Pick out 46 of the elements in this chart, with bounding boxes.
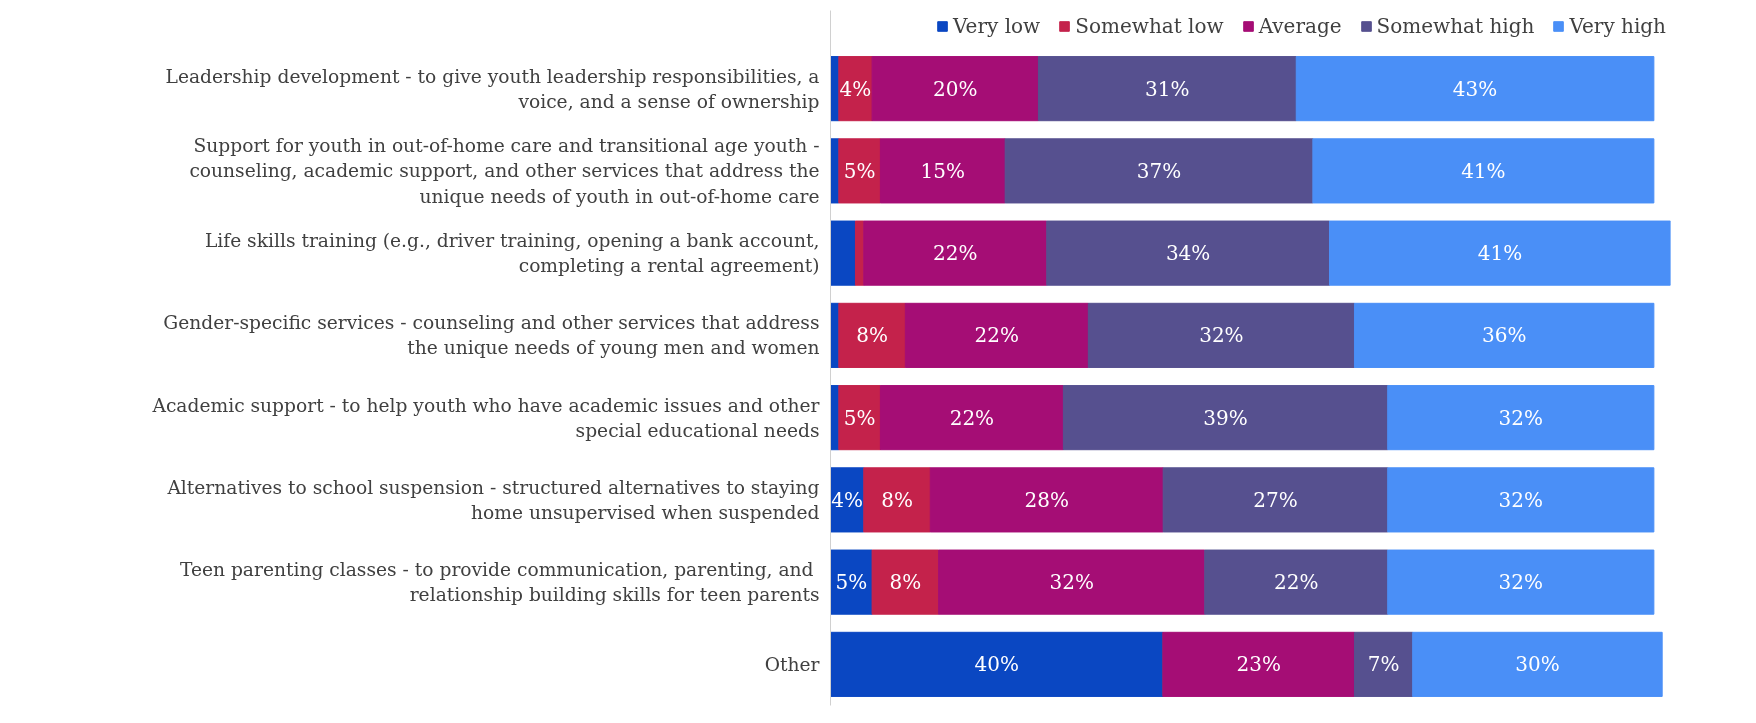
y-tick-label: Leadership development - to give youth leadership responsibilities, a voice, and a sense of ownership <box>165 65 820 112</box>
data-label: 32% <box>1498 570 1544 595</box>
data-label: 32% <box>1049 570 1094 595</box>
y-tick-label: Life skills training (e.g., driver training, opening a bank account, completing a rental agreement) <box>204 230 820 277</box>
legend-label: Somewhat low <box>1075 14 1224 38</box>
data-label: 39% <box>1203 405 1248 430</box>
y-tick-label: Other <box>764 653 820 675</box>
legend-label: Average <box>1258 14 1342 38</box>
y-tick-label: Teen parenting classes - to provide communication, parenting, and relationship building skills for teen parents <box>179 559 820 606</box>
data-label: 22% <box>933 241 978 266</box>
data-label: 41% <box>1461 158 1506 183</box>
data-label: 22% <box>949 405 995 430</box>
data-label: 40% <box>974 652 1020 677</box>
data-label: 37% <box>1136 158 1182 183</box>
data-label: 31% <box>1145 76 1190 101</box>
y-tick-label: Gender-specific services - counseling and other services that address the unique needs of young men and women <box>163 312 820 359</box>
data-label: 36% <box>1481 323 1527 348</box>
y-tick-label: Academic support - to help youth who have academic issues and other special educational needs <box>151 394 820 441</box>
data-label: 8% <box>889 570 922 595</box>
data-label: 32% <box>1199 323 1244 348</box>
legend-label: Very high <box>1569 14 1666 38</box>
legend-label: Somewhat high <box>1376 14 1535 38</box>
data-label: 23% <box>1236 652 1282 677</box>
data-label: 5% <box>843 405 876 430</box>
data-label: 28% <box>1024 487 1069 512</box>
data-label: 8% <box>881 487 913 512</box>
data-label: 32% <box>1498 405 1544 430</box>
y-tick-label: Alternatives to school suspension - structured alternatives to staying home unsupervised when suspended <box>166 476 820 523</box>
data-label: 7% <box>1367 652 1400 677</box>
data-label: 41% <box>1477 241 1523 266</box>
data-label: 34% <box>1165 241 1211 266</box>
data-label: 27% <box>1253 487 1298 512</box>
data-label: 30% <box>1515 652 1560 677</box>
data-label: 15% <box>920 158 965 183</box>
legend-label: Very low <box>953 14 1041 38</box>
y-tick-label: Support for youth in out-of-home care and transitional age youth - counseling, academic support, and other services that address the unique needs of youth in out-of-home care <box>189 135 820 207</box>
data-label: 22% <box>974 323 1020 348</box>
data-label: 22% <box>1274 570 1319 595</box>
data-label: 20% <box>933 76 978 101</box>
data-label: 5% <box>843 158 876 183</box>
data-label: 43% <box>1452 76 1498 101</box>
data-label: 5% <box>835 570 868 595</box>
data-label: 32% <box>1498 487 1544 512</box>
data-label: 8% <box>856 323 888 348</box>
data-label: 4% <box>831 487 863 512</box>
data-label: 4% <box>839 76 872 101</box>
